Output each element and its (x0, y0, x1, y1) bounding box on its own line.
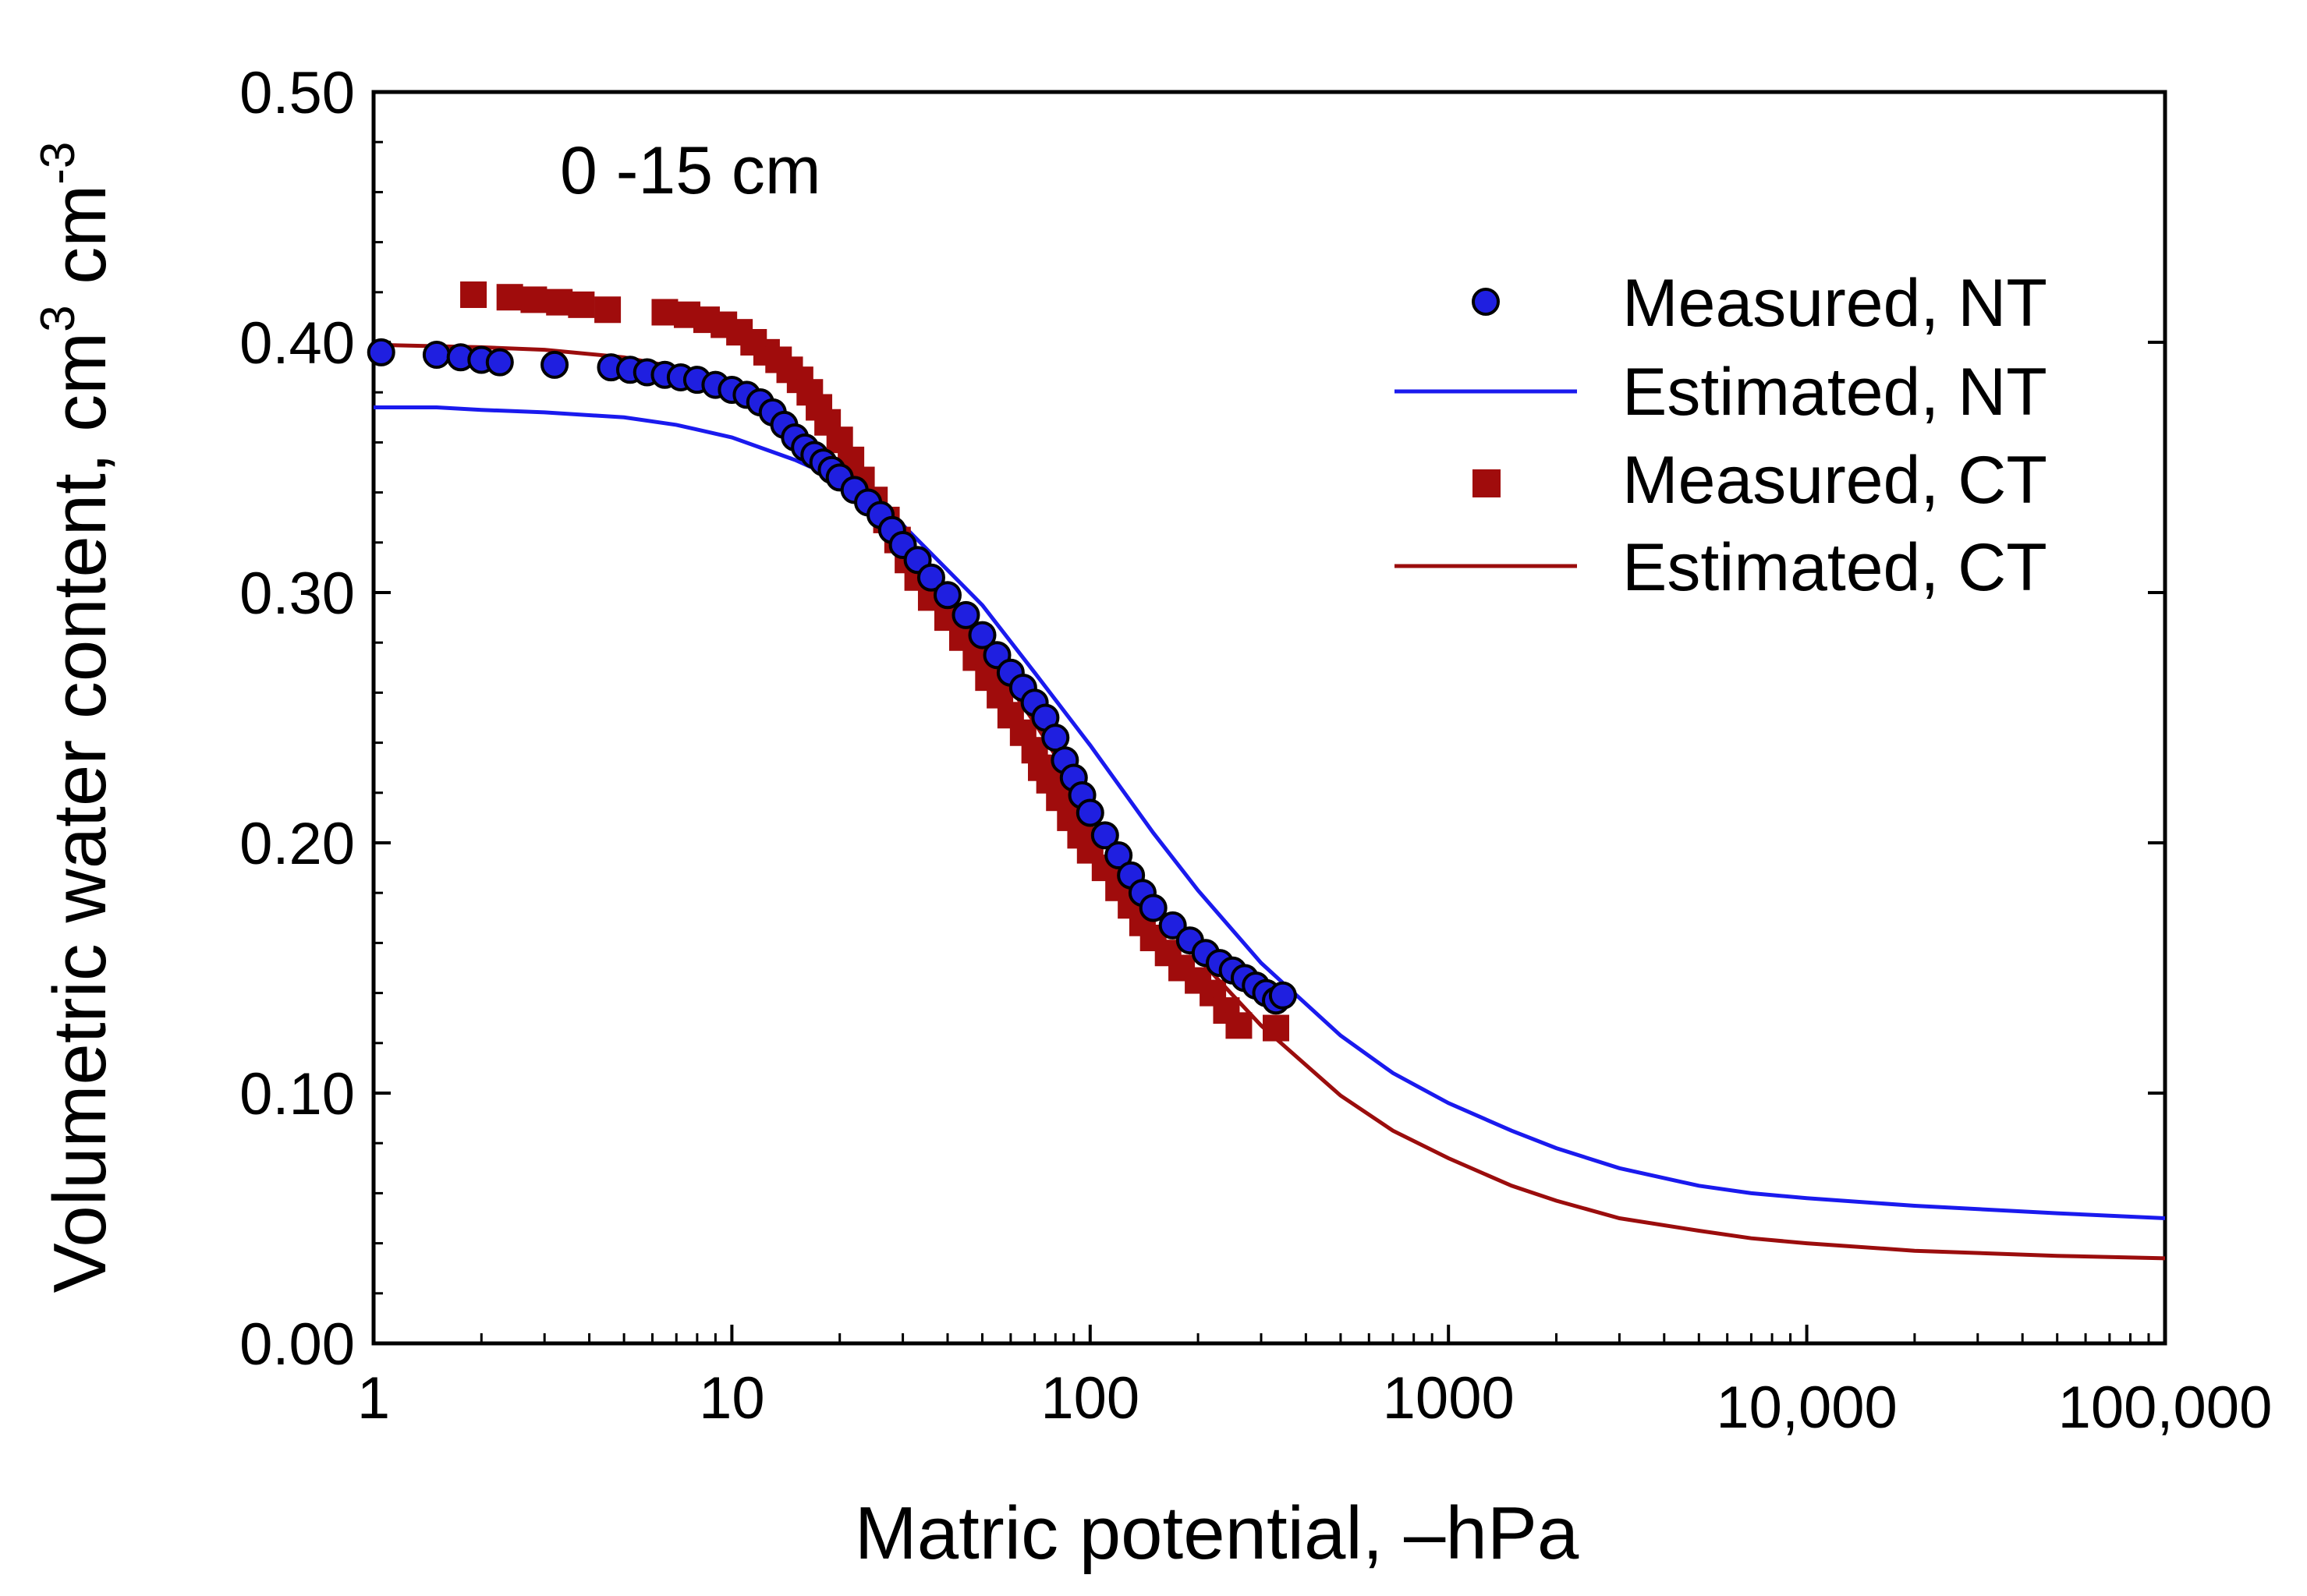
y-axis-title-main: Volumetric water content, cm (38, 332, 122, 1293)
point-measured-nt (1139, 894, 1168, 922)
point-measured-nt (1090, 821, 1119, 850)
point-measured-nt (540, 350, 569, 379)
x-tick-label: 1000 (1383, 1365, 1515, 1431)
x-tick-label: 1 (357, 1365, 390, 1431)
series-line-estimated-nt (374, 405, 2166, 1220)
point-measured-ct (460, 281, 487, 309)
legend-label-estimated-nt: Estimated, NT (1622, 355, 2047, 430)
y-axis-title-sup1: 3 (31, 305, 85, 331)
point-measured-nt (1268, 981, 1297, 1010)
y-tick-label: 0.00 (239, 1311, 355, 1378)
point-measured-nt (916, 563, 945, 592)
tick-marks (372, 90, 2167, 1345)
plot-frame (371, 90, 2167, 1346)
y-tick-label: 0.40 (239, 310, 355, 377)
depth-annotation: 0 -15 cm (560, 133, 821, 208)
legend-item-measured-nt: Measured, NT (1472, 266, 2047, 341)
point-measured-nt (485, 348, 514, 377)
x-tick-label: 100,000 (2058, 1375, 2273, 1441)
y-axis-title-mid: cm (38, 185, 122, 306)
x-tick-label: 100 (1040, 1365, 1139, 1431)
point-measured-nt (367, 338, 395, 366)
y-tick-label: 0.20 (239, 811, 355, 877)
x-axis-title: Matric potential, –hPa (855, 1492, 1579, 1575)
point-measured-ct (651, 299, 679, 326)
legend-item-measured-ct: Measured, CT (1472, 443, 2047, 518)
x-tick-label: 10,000 (1716, 1375, 1897, 1441)
y-tick-label: 0.10 (239, 1061, 355, 1127)
point-measured-nt (968, 621, 997, 649)
legend-item-estimated-nt: Estimated, NT (1394, 355, 2047, 430)
y-axis-title: Volumetric water content, cm3 cm-3 (31, 142, 122, 1293)
point-measured-ct (1263, 1014, 1290, 1042)
y-tick-label: 0.30 (239, 561, 355, 627)
legend-item-estimated-ct: Estimated, CT (1394, 530, 2047, 605)
point-measured-nt (1076, 798, 1104, 827)
point-measured-ct (496, 284, 523, 311)
point-measured-ct (594, 296, 622, 324)
y-tick-label: 0.50 (239, 60, 355, 126)
legend-label-measured-nt: Measured, NT (1622, 266, 2047, 341)
y-axis-title-sup2: -3 (31, 142, 85, 185)
point-measured-nt (933, 581, 962, 610)
legend-label-measured-ct: Measured, CT (1622, 443, 2047, 518)
x-tick-label: 10 (699, 1365, 765, 1431)
data-series (367, 281, 2166, 1261)
legend: Measured, NT Estimated, NT Measured, CT … (1394, 266, 2047, 605)
legend-marker-circle (1472, 288, 1500, 316)
point-measured-nt (1158, 911, 1187, 940)
point-measured-nt (1104, 841, 1133, 870)
legend-label-estimated-ct: Estimated, CT (1622, 530, 2047, 605)
point-measured-nt (422, 341, 451, 370)
legend-marker-square (1472, 469, 1501, 497)
point-measured-ct (1225, 1012, 1253, 1039)
point-measured-ct (520, 286, 548, 313)
point-measured-ct (568, 291, 595, 318)
point-measured-nt (952, 600, 980, 629)
